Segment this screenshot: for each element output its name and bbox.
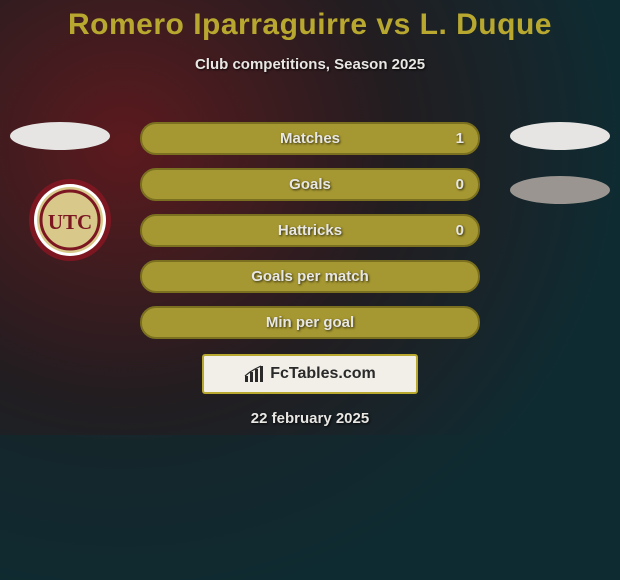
footer-date: 22 february 2025 (0, 410, 620, 427)
stat-row: Goals per match (140, 260, 480, 293)
stat-label: Min per goal (266, 314, 354, 331)
brand-badge: FcTables.com (202, 354, 418, 394)
marker-right (510, 122, 610, 150)
chart-icon (244, 365, 264, 383)
stat-label: Matches (280, 130, 340, 147)
stat-label: Hattricks (278, 222, 342, 239)
stat-value: 0 (456, 222, 464, 239)
stats-table: Matches 1 Goals 0 Hattricks 0 Goals per match M… (140, 122, 480, 352)
stat-row: Hattricks 0 (140, 214, 480, 247)
stat-label: Goals (289, 176, 331, 193)
stat-value: 1 (456, 130, 464, 147)
brand-text: FcTables.com (270, 365, 376, 383)
page-subtitle: Club competitions, Season 2025 (0, 56, 620, 73)
stat-row: Min per goal (140, 306, 480, 339)
club-crest: UTC (28, 178, 112, 262)
svg-text:UTC: UTC (48, 210, 92, 234)
marker-right (510, 176, 610, 204)
stat-row: Goals 0 (140, 168, 480, 201)
marker-left (10, 122, 110, 150)
stat-label: Goals per match (251, 268, 369, 285)
stat-row: Matches 1 (140, 122, 480, 155)
page-title: Romero Iparraguirre vs L. Duque (0, 8, 620, 42)
stat-value: 0 (456, 176, 464, 193)
